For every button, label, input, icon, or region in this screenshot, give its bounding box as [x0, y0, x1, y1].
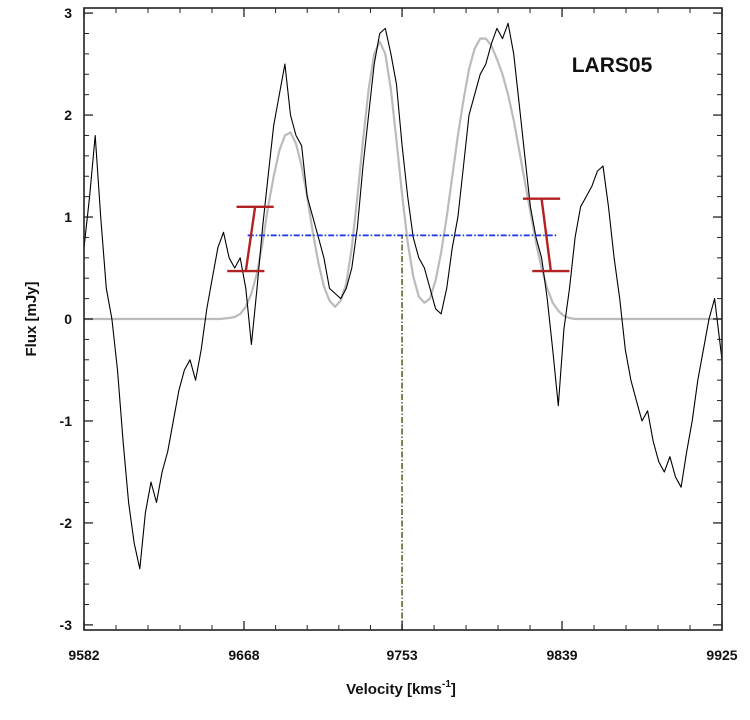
x-tick-label: 9753 [386, 647, 417, 663]
y-axis-label: Flux [mJy] [23, 281, 40, 356]
x-axis-label-sup: -1 [442, 679, 451, 690]
y-tick-label: -2 [60, 515, 73, 531]
x-axis-label: Velocity [kms-1] [346, 679, 456, 698]
observed-series-line [83, 22, 723, 570]
axis-ticks: 9582 9668 9753 9839 9925 -3 -2 -1 0 1 2 3 [60, 5, 738, 663]
x-axis-label-main: Velocity [kms [346, 681, 442, 698]
error-bar [522, 197, 570, 273]
y-tick-label: -3 [60, 617, 73, 633]
y-tick-label: 3 [64, 5, 72, 21]
error-bar-stem [540, 198, 553, 272]
x-tick-label: 9925 [706, 647, 737, 663]
y-tick-label: 1 [64, 209, 72, 225]
x-tick-label: 9668 [228, 647, 259, 663]
error-bar-stem [244, 206, 257, 272]
model-series-line [84, 37, 722, 321]
y-tick-label: -1 [60, 413, 73, 429]
plot-content [83, 22, 723, 630]
error-bar [227, 205, 274, 273]
x-tick-label: 9582 [68, 647, 99, 663]
x-tick-label: 9839 [546, 647, 577, 663]
chart-annotation: LARS05 [572, 54, 653, 77]
y-tick-label: 0 [64, 311, 72, 327]
y-tick-label: 2 [64, 107, 72, 123]
x-axis-label-close: ] [451, 681, 456, 698]
